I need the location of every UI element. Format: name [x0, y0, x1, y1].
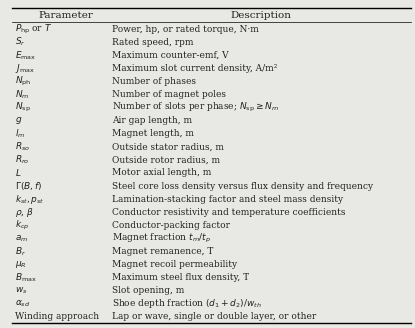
Text: $B_r$: $B_r$: [15, 245, 26, 258]
Text: Shoe depth fraction $(d_1 + d_2)/w_{th}$: Shoe depth fraction $(d_1 + d_2)/w_{th}$: [112, 297, 262, 310]
Text: $g$: $g$: [15, 115, 22, 126]
Text: Maximum steel flux density, T: Maximum steel flux density, T: [112, 273, 249, 282]
Text: Outside rotor radius, m: Outside rotor radius, m: [112, 155, 220, 164]
Text: Magnet remanence, T: Magnet remanence, T: [112, 247, 213, 256]
Text: Magnet fraction $t_m/t_p$: Magnet fraction $t_m/t_p$: [112, 232, 211, 245]
Text: Maximum slot current density, A/m²: Maximum slot current density, A/m²: [112, 64, 277, 73]
Text: $R_{ro}$: $R_{ro}$: [15, 154, 29, 166]
Text: Lap or wave, single or double layer, or other: Lap or wave, single or double layer, or …: [112, 312, 316, 321]
Text: $N_m$: $N_m$: [15, 88, 29, 101]
Text: $B_{\rm max}$: $B_{\rm max}$: [15, 271, 36, 284]
Text: Steel core loss density versus flux density and frequency: Steel core loss density versus flux dens…: [112, 181, 373, 191]
Text: Description: Description: [231, 11, 292, 20]
Text: Conductor-packing factor: Conductor-packing factor: [112, 221, 230, 230]
Text: Number of phases: Number of phases: [112, 77, 196, 86]
Text: $\rho$, $\beta$: $\rho$, $\beta$: [15, 206, 34, 219]
Text: $P_{\rm hp}$ or $T$: $P_{\rm hp}$ or $T$: [15, 23, 52, 36]
Text: Number of magnet poles: Number of magnet poles: [112, 90, 226, 99]
Text: Lamination-stacking factor and steel mass density: Lamination-stacking factor and steel mas…: [112, 195, 343, 204]
Text: Magnet recoil permeability: Magnet recoil permeability: [112, 260, 237, 269]
Text: $\Gamma(B, f)$: $\Gamma(B, f)$: [15, 180, 42, 192]
Text: $l_m$: $l_m$: [15, 128, 25, 140]
Text: Slot opening, m: Slot opening, m: [112, 286, 184, 295]
Text: Maximum counter-emf, V: Maximum counter-emf, V: [112, 51, 229, 60]
Text: Outside stator radius, m: Outside stator radius, m: [112, 142, 224, 151]
Text: $k_{st}, p_{st}$: $k_{st}, p_{st}$: [15, 193, 44, 206]
Text: $E_{\rm max}$: $E_{\rm max}$: [15, 49, 36, 62]
Text: $a_m$: $a_m$: [15, 233, 28, 244]
Text: Air gap length, m: Air gap length, m: [112, 116, 192, 125]
Text: $N_{\rm sp}$: $N_{\rm sp}$: [15, 101, 30, 114]
Text: Winding approach: Winding approach: [15, 312, 99, 321]
Text: $\mu_R$: $\mu_R$: [15, 259, 26, 270]
Text: Number of slots per phase; $N_{\rm sp} \geq N_m$: Number of slots per phase; $N_{\rm sp} \…: [112, 101, 279, 114]
Text: Conductor resistivity and temperature coefficients: Conductor resistivity and temperature co…: [112, 208, 346, 217]
Text: Rated speed, rpm: Rated speed, rpm: [112, 38, 193, 47]
Text: $w_s$: $w_s$: [15, 285, 27, 296]
Text: $\alpha_{sd}$: $\alpha_{sd}$: [15, 298, 30, 309]
Text: $N_{\rm ph}$: $N_{\rm ph}$: [15, 75, 31, 88]
Text: Parameter: Parameter: [39, 11, 94, 20]
Text: Power, hp, or rated torque, N·m: Power, hp, or rated torque, N·m: [112, 25, 259, 33]
Text: $R_{so}$: $R_{so}$: [15, 141, 29, 153]
Text: Magnet length, m: Magnet length, m: [112, 129, 194, 138]
Text: Motor axial length, m: Motor axial length, m: [112, 169, 211, 177]
Text: $J_{\rm max}$: $J_{\rm max}$: [15, 62, 34, 75]
Text: $k_{cp}$: $k_{cp}$: [15, 219, 29, 232]
Text: $L$: $L$: [15, 168, 21, 178]
Text: $S_r$: $S_r$: [15, 36, 25, 49]
